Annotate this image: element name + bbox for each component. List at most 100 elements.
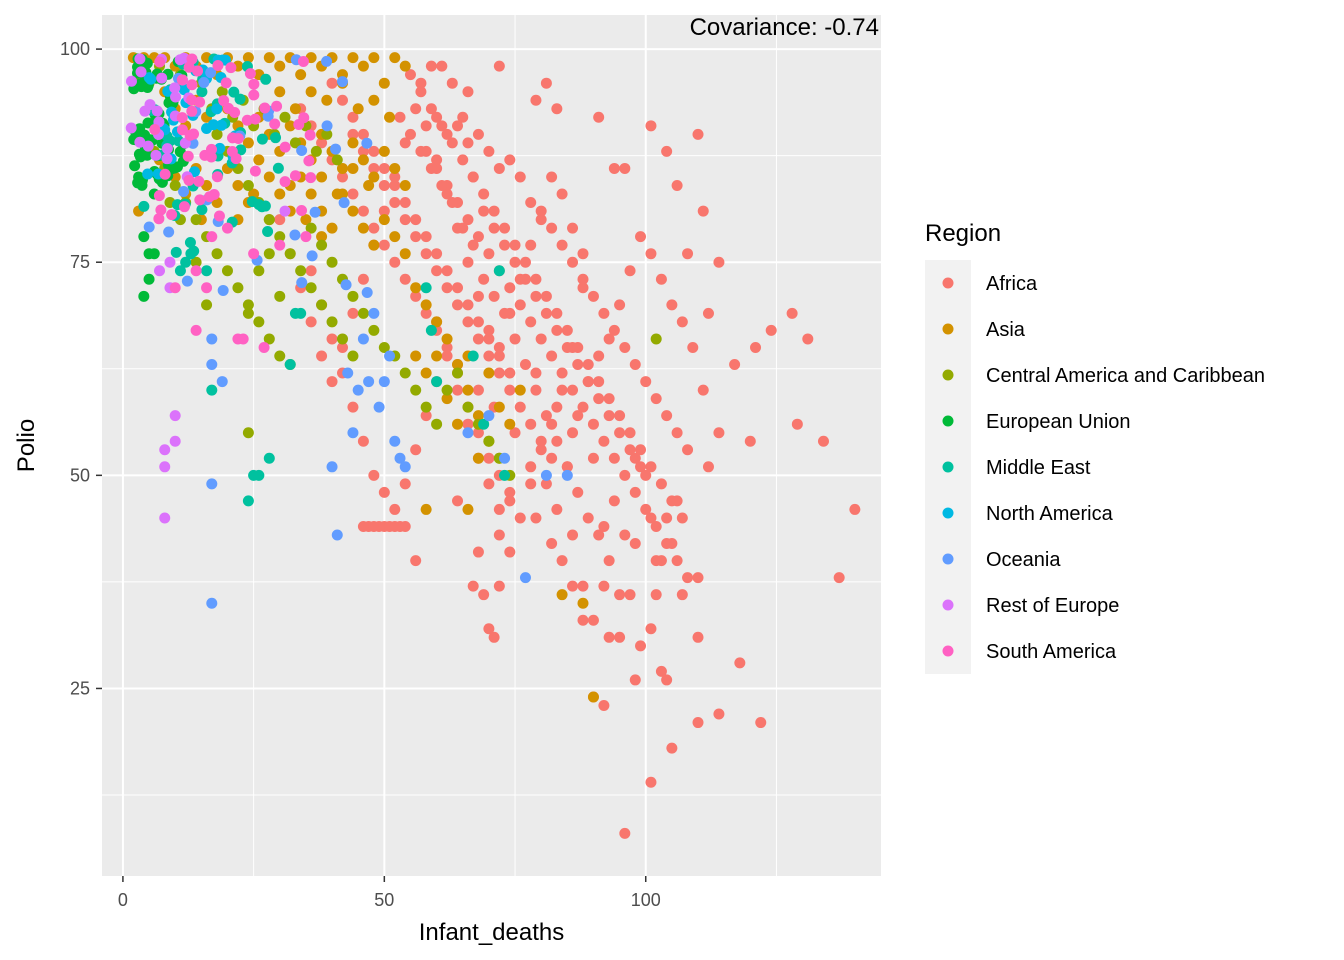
point-south-america [178,201,190,213]
point-africa [420,248,432,260]
point-africa [452,299,464,311]
point-asia [378,214,390,226]
point-central-america-and-caribbean [253,316,265,328]
point-africa [661,674,673,686]
legend-key [942,277,954,289]
point-central-america-and-caribbean [263,333,275,345]
point-africa [645,776,657,788]
point-asia [368,52,380,64]
point-south-america [269,118,281,130]
point-africa [425,60,437,72]
point-africa [436,120,448,132]
point-africa [593,376,605,388]
point-central-america-and-caribbean [201,299,213,311]
legend-key [942,369,954,381]
point-africa [488,631,500,643]
point-africa [472,427,484,439]
point-africa [661,512,673,524]
point-asia [504,418,516,430]
point-africa [404,69,416,81]
point-africa [582,376,594,388]
point-africa [713,256,725,268]
point-asia [274,188,286,200]
point-south-america [186,105,198,117]
point-central-america-and-caribbean [253,265,265,277]
point-africa [378,162,390,174]
point-africa [347,307,359,319]
point-africa [499,222,511,234]
point-africa [577,401,589,413]
point-oceania [540,469,552,481]
point-africa [410,214,422,226]
point-africa [467,171,479,183]
point-oceania [216,376,228,388]
point-africa [347,188,359,200]
point-africa [546,350,558,362]
point-oceania [361,286,373,298]
point-asia [305,188,317,200]
point-asia [587,691,599,703]
point-africa [493,367,505,379]
point-africa [399,273,411,285]
point-rest-of-europe [159,512,171,524]
point-asia [284,120,296,132]
point-africa [378,239,390,251]
point-asia [336,162,348,174]
point-middle-east [253,469,265,481]
point-africa [357,128,369,140]
point-africa [525,239,537,251]
point-africa [593,393,605,405]
point-asia [472,410,484,422]
point-africa [765,324,777,336]
point-asia [352,103,364,115]
point-central-america-and-caribbean [347,350,359,362]
point-oceania [499,452,511,464]
point-asia [493,401,505,413]
point-africa [472,128,484,140]
point-european-union [148,248,160,260]
point-asia [316,171,328,183]
point-africa [572,341,584,353]
point-asia [462,503,474,515]
point-africa [551,401,563,413]
point-middle-east [185,248,197,260]
point-africa [467,580,479,592]
legend: Region Africa Asia Central America and Car… [925,220,1265,674]
point-africa [316,137,328,149]
legend-label: Central America and Caribbean [986,365,1265,387]
point-africa [682,572,694,584]
point-africa [650,520,662,532]
point-north-america [142,168,154,180]
point-middle-east [295,307,307,319]
point-africa [462,316,474,328]
point-africa [326,333,338,345]
point-africa [561,324,573,336]
point-oceania [309,206,321,218]
point-south-america [213,210,225,222]
point-africa [504,546,516,558]
point-oceania [206,478,218,490]
point-africa [509,333,521,345]
point-africa [483,248,495,260]
point-africa [274,214,286,226]
point-africa [457,154,469,166]
point-rest-of-europe [125,75,137,87]
point-asia [420,503,432,515]
point-africa [493,580,505,592]
point-south-america [279,141,291,153]
point-middle-east [431,376,443,388]
point-africa [499,239,511,251]
point-oceania [561,469,573,481]
point-rest-of-europe [150,149,162,161]
y-tick-label: 75 [70,252,90,272]
point-africa [661,538,673,550]
point-africa [692,128,704,140]
point-central-america-and-caribbean [242,299,254,311]
point-middle-east [180,256,192,268]
point-south-america [293,119,305,131]
point-asia [472,452,484,464]
point-africa [619,469,631,481]
point-africa [572,486,584,498]
point-africa [525,418,537,430]
point-central-america-and-caribbean [310,145,322,157]
